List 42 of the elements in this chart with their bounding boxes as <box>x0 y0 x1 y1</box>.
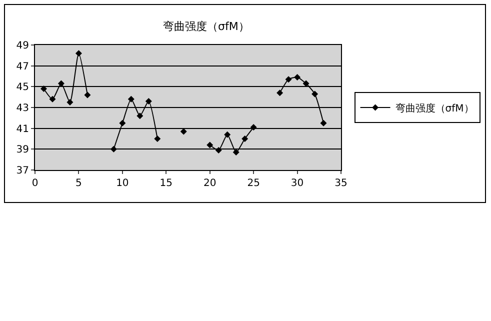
point <box>215 146 222 154</box>
point <box>224 131 231 138</box>
x-tick-label: 0 <box>32 178 38 189</box>
y-tick-label: 49 <box>16 40 29 52</box>
y-tick-label: 45 <box>16 82 29 94</box>
point <box>242 136 248 142</box>
x-tick-label: 10 <box>116 178 129 189</box>
point <box>180 128 187 135</box>
point <box>294 74 301 81</box>
legend-label: 弯曲强度（σfM） <box>395 102 474 114</box>
point <box>302 80 310 87</box>
point <box>49 96 56 102</box>
x-tick-label: 35 <box>334 178 348 189</box>
y-tick-label: 39 <box>16 144 29 156</box>
x-tick-label: 25 <box>247 178 260 189</box>
x-tick-label: 5 <box>76 178 82 189</box>
point <box>276 90 284 96</box>
point <box>66 99 74 106</box>
point <box>145 98 152 104</box>
x-tick-label: 30 <box>290 178 304 189</box>
point <box>320 120 327 126</box>
point <box>40 86 47 92</box>
x-tick-label: 20 <box>203 178 216 189</box>
point <box>84 92 91 98</box>
chart-title: 弯曲强度（σfM） <box>163 20 250 34</box>
point <box>58 80 64 87</box>
point <box>119 120 126 126</box>
point <box>75 50 82 57</box>
point <box>285 76 292 83</box>
point <box>128 96 134 102</box>
point <box>312 90 318 98</box>
y-tick-label: 41 <box>16 124 29 135</box>
point <box>250 124 257 131</box>
point <box>136 112 144 120</box>
y-tick-label: 43 <box>16 103 29 114</box>
y-tick-label: 37 <box>16 166 29 176</box>
point <box>206 142 214 148</box>
x-tick-label: 15 <box>160 178 173 189</box>
y-tick-label: 47 <box>16 61 29 72</box>
point <box>154 136 161 142</box>
point <box>232 149 240 156</box>
point <box>110 146 117 152</box>
